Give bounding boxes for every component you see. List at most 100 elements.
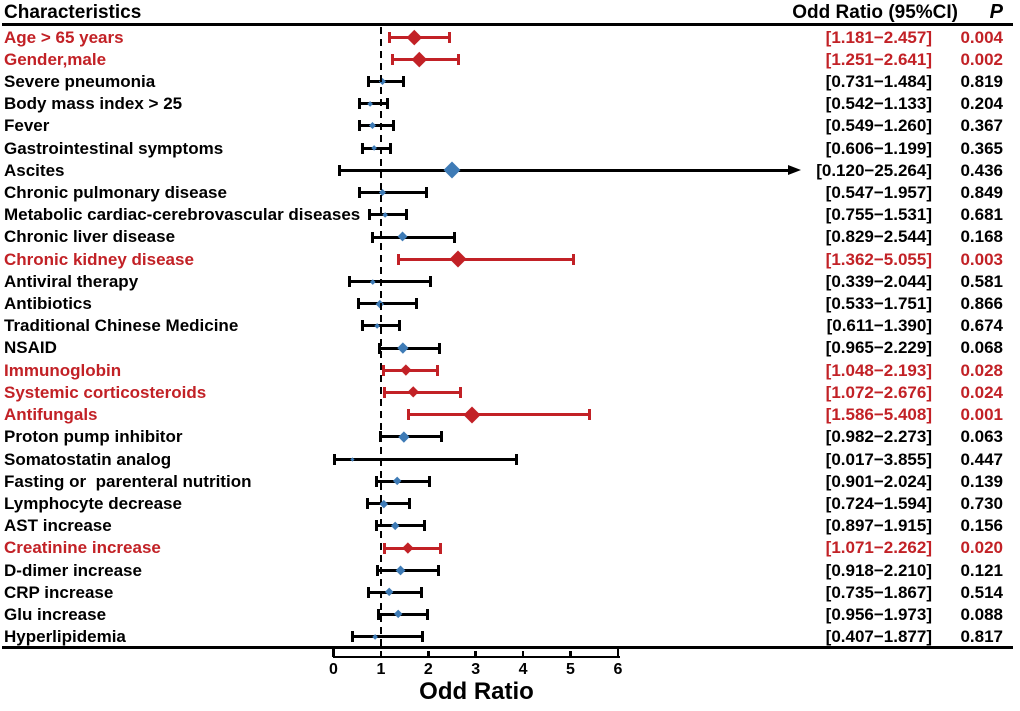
ci-cap-left <box>381 364 385 376</box>
p-value: 0.168 <box>960 227 1003 247</box>
ci-cap-left <box>348 275 352 287</box>
ci-cap-left <box>391 53 395 65</box>
p-value: 0.003 <box>960 249 1003 269</box>
x-axis-title: Odd Ratio <box>419 678 534 705</box>
ci-cap-right <box>571 253 575 265</box>
row-label: Gender,male <box>4 49 107 69</box>
ci-cap-left <box>366 76 370 88</box>
ci-cap-left <box>351 631 355 643</box>
ci-value: [0.755−1.531] <box>825 205 932 225</box>
ci-value: [1.071−2.262] <box>825 538 932 558</box>
ci-cap-left <box>371 231 375 243</box>
p-value: 0.365 <box>960 138 1003 158</box>
ci-value: [0.956−1.973] <box>825 605 932 625</box>
ci-cap-right <box>427 475 431 487</box>
row-label: D-dimer increase <box>4 560 142 580</box>
row-label: Traditional Chinese Medicine <box>4 316 239 336</box>
or-point-diamond <box>400 364 412 376</box>
row-label: CRP increase <box>4 582 114 602</box>
p-value: 0.674 <box>960 316 1003 336</box>
x-axis-tick <box>521 650 525 657</box>
ci-cap-left <box>407 409 411 421</box>
ci-line <box>352 635 423 639</box>
or-point-diamond <box>443 161 461 179</box>
or-point-diamond <box>412 51 428 67</box>
plot-bottom-border <box>2 646 1013 649</box>
x-axis-tick <box>616 648 620 657</box>
reference-line-or-1 <box>379 27 382 657</box>
column-header-p-value: P <box>989 1 1003 23</box>
ci-line <box>368 590 422 594</box>
row-label: Chronic kidney disease <box>4 249 194 269</box>
p-value: 0.681 <box>960 205 1003 225</box>
ci-value: [1.251−2.641] <box>825 49 932 69</box>
row-label: Somatostatin analog <box>4 449 172 469</box>
ci-line <box>408 413 590 417</box>
ci-value: [1.072−2.676] <box>825 382 932 402</box>
ci-cap-right <box>422 520 426 532</box>
ci-value: [0.965−2.229] <box>825 338 932 358</box>
ci-line <box>376 479 430 483</box>
p-value: 0.121 <box>960 560 1003 580</box>
column-header-odd-ratio-ci: Odd Ratio (95%CI) <box>792 2 958 23</box>
x-axis-tick-label: 1 <box>376 661 386 678</box>
ci-line <box>384 391 461 395</box>
ci-cap-left <box>374 520 378 532</box>
ci-value: [0.897−1.915] <box>825 516 932 536</box>
row-label: Chronic liver disease <box>4 227 176 247</box>
ci-cap-right <box>420 586 424 598</box>
ci-cap-right <box>448 31 452 43</box>
ci-line <box>372 235 455 239</box>
x-axis-tick <box>569 650 572 657</box>
row-label: Body mass index > 25 <box>4 94 183 114</box>
ci-value: [0.901−2.024] <box>825 471 932 491</box>
ci-line <box>378 613 428 617</box>
p-value: 0.436 <box>960 160 1003 180</box>
ci-value: [1.586−5.408] <box>825 405 932 425</box>
x-axis-tick-label: 5 <box>566 661 575 678</box>
ci-value: [0.982−2.273] <box>825 427 932 447</box>
ci-line <box>377 568 439 572</box>
row-label: Glu increase <box>4 605 107 625</box>
ci-value: [1.181−2.457] <box>825 27 932 47</box>
or-point-diamond <box>395 565 406 576</box>
ci-cap-right <box>424 187 428 199</box>
or-point-diamond <box>393 610 403 620</box>
or-point-diamond <box>392 476 402 486</box>
row-label: Ascites <box>4 160 65 180</box>
ci-cap-left <box>360 142 364 154</box>
ci-value: [0.611−1.390] <box>826 316 932 336</box>
row-label: Lymphocyte decrease <box>4 493 182 513</box>
ci-cap-right <box>425 609 429 621</box>
p-value: 0.367 <box>960 116 1003 136</box>
ci-line <box>398 257 574 261</box>
ci-value: [0.547−1.957] <box>825 182 932 202</box>
ci-cap-left <box>375 564 379 576</box>
p-value: 0.514 <box>960 582 1003 602</box>
ci-value: [0.829−2.544] <box>825 227 932 247</box>
p-value: 0.817 <box>960 627 1003 647</box>
p-value: 0.204 <box>960 94 1003 114</box>
or-point-diamond <box>406 29 422 45</box>
or-point-diamond <box>401 542 413 554</box>
ci-value: [0.533−1.751] <box>825 294 932 314</box>
row-label: NSAID <box>4 338 57 358</box>
x-axis-tick <box>332 648 335 657</box>
row-label: AST increase <box>4 516 112 536</box>
p-value: 0.156 <box>960 516 1003 536</box>
p-value: 0.849 <box>960 182 1003 202</box>
x-axis-tick-label: 0 <box>329 661 338 678</box>
ci-cap-left <box>337 164 341 176</box>
ci-cap-right <box>452 231 456 243</box>
ci-value: [0.017−3.855] <box>825 449 932 469</box>
p-value: 0.866 <box>960 294 1003 314</box>
row-label: Age > 65 years <box>4 27 124 47</box>
ci-cap-left <box>396 253 400 265</box>
ci-cap-right <box>439 431 443 443</box>
p-value: 0.139 <box>960 471 1003 491</box>
ci-cap-left <box>366 586 370 598</box>
ci-value: [0.735−1.867] <box>825 582 932 602</box>
p-value: 0.088 <box>960 605 1003 625</box>
ci-line <box>334 457 517 461</box>
ci-cap-right <box>407 498 411 510</box>
